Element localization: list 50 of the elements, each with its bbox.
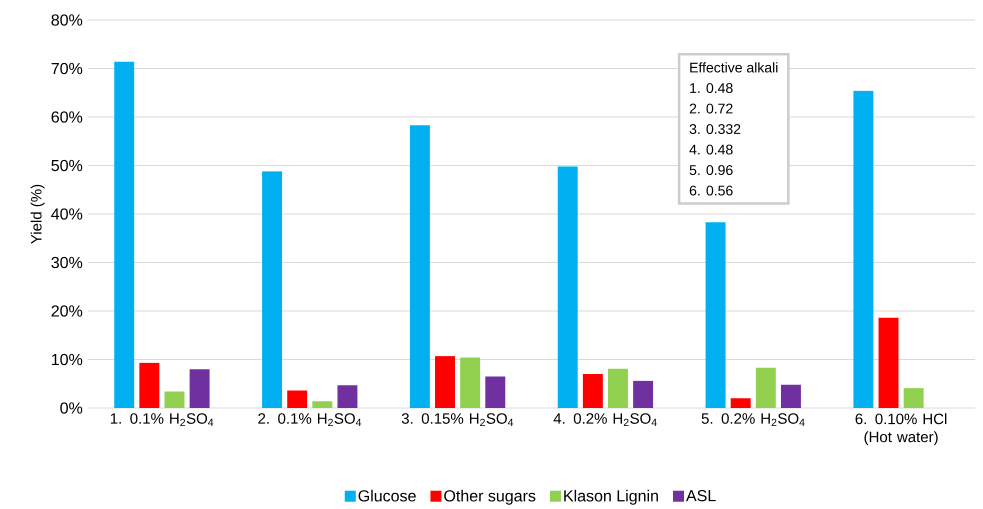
annotation: 2. 0.72	[690, 104, 733, 114]
y-tick-label: 10%	[52, 354, 82, 366]
annotation: 6. 0.56	[690, 186, 733, 196]
bar	[262, 171, 282, 408]
bar	[780, 384, 801, 408]
y-tick-label: 70%	[52, 62, 82, 74]
y-tick-label: 80%	[51, 14, 82, 26]
bar	[706, 222, 726, 408]
x-tick-label: 5. 0.2% H$_{2}$SO$_{4}$	[702, 413, 805, 426]
legend-label: ASL	[686, 490, 716, 502]
bar	[633, 380, 654, 408]
annotation: 5. 0.96	[690, 165, 733, 176]
y-tick-label: 30%	[51, 256, 82, 268]
x-tick-label: 3. 0.15% H$_{2}$SO$_{4}$	[402, 413, 514, 426]
bar	[608, 368, 628, 408]
bar	[582, 374, 603, 408]
x-tick-label: 6. 0.10% HCl (Hot water)	[856, 413, 946, 446]
bar	[853, 90, 874, 408]
y-tick-label: 50%	[51, 160, 82, 172]
annotation: 4. 0.48	[689, 144, 733, 155]
y-tick-label: 60%	[52, 111, 82, 123]
annotation: 1. 0.48	[690, 83, 733, 94]
x-tick-label: 2. 0.1% H$_{2}$SO$_{4}$	[258, 413, 362, 426]
x-tick-label: 1. 0.1% H$_{2}$SO$_{4}$	[110, 413, 214, 426]
bar	[164, 392, 184, 408]
bar	[460, 358, 480, 408]
bar	[558, 166, 578, 408]
bar	[904, 388, 924, 408]
bar	[287, 390, 308, 408]
bar	[337, 385, 358, 408]
bar	[485, 376, 506, 408]
bar	[878, 318, 899, 408]
bar	[190, 369, 210, 408]
bar	[435, 356, 455, 408]
annotation: Effective alkali	[690, 62, 778, 73]
legend-label: Other sugars	[444, 490, 536, 505]
y-tick-label: 0%	[60, 402, 82, 414]
bar	[756, 368, 776, 408]
y-tick-label: 20%	[52, 305, 82, 317]
bar	[139, 362, 160, 408]
y-axis-title: Yield (%)	[30, 184, 45, 244]
bar	[114, 62, 134, 408]
legend-label: Klason Lignin	[564, 490, 658, 505]
bar	[312, 401, 332, 408]
annotation: 3. 0.332	[690, 124, 740, 134]
bar	[410, 125, 430, 408]
legend-label: Glucose	[358, 490, 416, 502]
bar	[730, 398, 751, 408]
y-tick-label: 40%	[51, 208, 82, 220]
x-tick-label: 4. 0.2% H$_{2}$SO$_{4}$	[554, 413, 657, 426]
